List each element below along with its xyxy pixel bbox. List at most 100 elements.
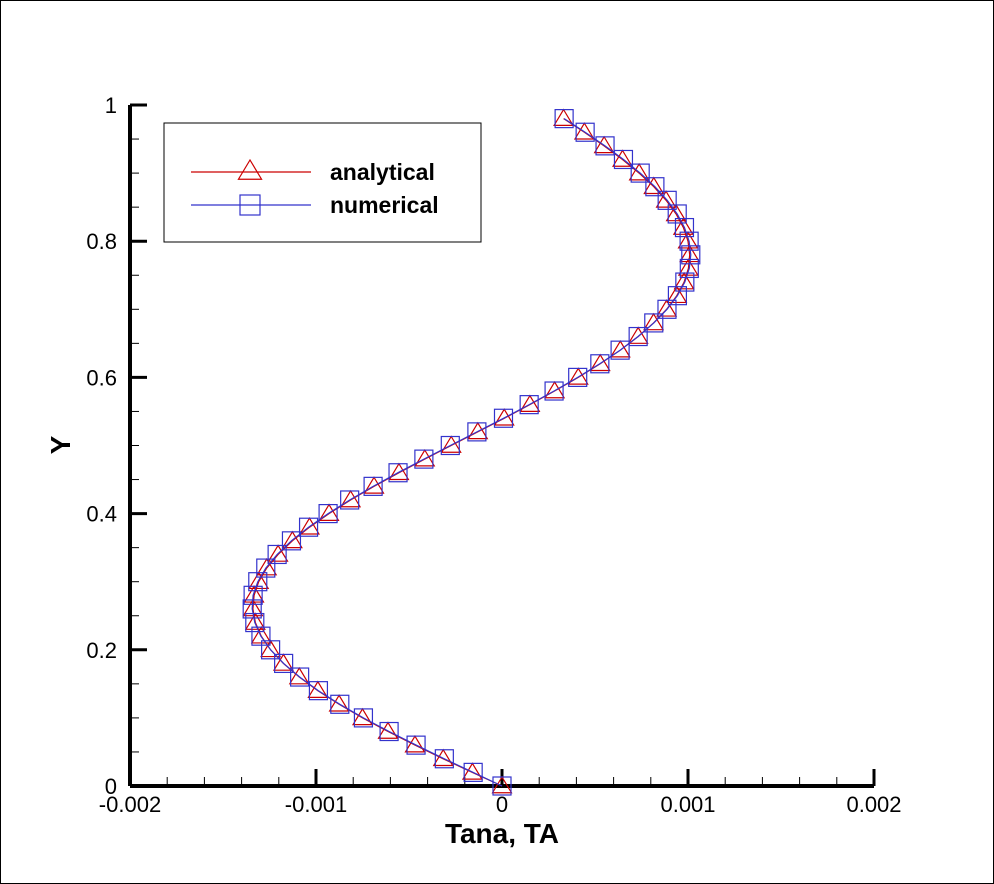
data-point-analytical — [643, 176, 665, 195]
data-point-numerical — [308, 681, 329, 701]
data-point-numerical — [330, 694, 350, 714]
data-point-analytical — [267, 544, 289, 562]
data-point-analytical — [573, 122, 595, 140]
data-point-numerical — [681, 245, 701, 265]
data-point-numerical — [353, 708, 374, 728]
data-point-numerical — [628, 326, 648, 347]
data-point-numerical — [610, 340, 630, 360]
data-point-analytical — [467, 421, 489, 440]
data-point-numerical — [645, 177, 665, 197]
y-tick-label: 0.6 — [86, 365, 117, 390]
data-point-analytical — [328, 694, 350, 712]
data-point-analytical — [677, 258, 699, 276]
data-point-numerical — [590, 354, 610, 374]
data-point-analytical — [440, 435, 462, 453]
data-point-numerical — [679, 231, 699, 251]
series-numerical — [242, 109, 701, 796]
data-point-analytical — [612, 149, 634, 167]
data-point-numerical — [379, 721, 399, 742]
data-point-numerical — [554, 109, 574, 129]
data-point-analytical — [627, 326, 649, 344]
data-point-numerical — [388, 463, 408, 483]
y-tick-label: 0.2 — [86, 638, 117, 663]
legend-marker-numerical — [239, 194, 261, 216]
data-point-analytical — [665, 203, 687, 222]
data-point-numerical — [267, 544, 287, 565]
data-point-numerical — [242, 599, 262, 619]
data-point-analytical — [281, 530, 303, 549]
data-point-numerical — [298, 517, 319, 537]
data-point-numerical — [243, 585, 263, 605]
data-point-numerical — [414, 449, 434, 469]
x-tick-label: -0.001 — [285, 792, 347, 817]
x-tick-label: 0 — [496, 792, 508, 817]
data-point-numerical — [274, 653, 294, 674]
data-point-numerical — [248, 572, 268, 592]
data-point-analytical — [673, 271, 695, 290]
data-point-numerical — [406, 735, 426, 755]
data-point-analytical — [544, 380, 566, 399]
data-point-analytical — [351, 707, 374, 726]
data-point-numerical — [261, 640, 281, 660]
data-point-numerical — [544, 381, 564, 401]
data-point-analytical — [491, 775, 513, 794]
data-point-analytical — [318, 503, 340, 521]
data-point-numerical — [318, 504, 338, 524]
data-point-analytical — [404, 734, 426, 753]
data-point-numerical — [667, 204, 687, 224]
data-point-numerical — [679, 258, 699, 279]
data-point-analytical — [609, 339, 631, 358]
data-point-analytical — [593, 135, 615, 154]
data-point-numerical — [434, 749, 454, 769]
data-point-analytical — [655, 190, 677, 208]
y-tick-label: 0 — [105, 774, 117, 799]
x-tick-label: -0.002 — [99, 792, 161, 817]
data-point-analytical — [260, 639, 282, 658]
data-point-numerical — [467, 422, 487, 442]
data-point-analytical — [567, 367, 589, 385]
data-point-numerical — [657, 299, 677, 319]
data-point-numerical — [281, 531, 302, 551]
series-layer — [242, 108, 701, 796]
data-point-analytical — [643, 312, 665, 331]
data-point-numerical — [595, 136, 615, 156]
data-point-analytical — [248, 571, 270, 590]
data-point-numerical — [575, 122, 595, 142]
data-point-numerical — [674, 217, 695, 238]
data-point-analytical — [388, 462, 410, 481]
data-point-numerical — [630, 163, 650, 183]
data-point-numerical — [290, 667, 310, 687]
data-point-analytical — [656, 299, 678, 317]
data-point-numerical — [493, 408, 514, 428]
data-point-numerical — [440, 435, 460, 456]
data-point-analytical — [340, 489, 362, 508]
data-point-analytical — [461, 762, 483, 780]
data-point-analytical — [363, 476, 385, 494]
y-tick-label: 0.4 — [86, 502, 117, 527]
data-point-analytical — [553, 108, 575, 126]
data-point-numerical — [251, 626, 271, 646]
data-point-numerical — [519, 395, 539, 415]
legend-label-numerical: numerical — [330, 192, 439, 218]
legend-marker-analytical — [237, 158, 263, 180]
data-point-analytical — [677, 231, 699, 249]
data-point-analytical — [414, 448, 436, 467]
data-point-numerical — [256, 558, 276, 578]
data-point-analytical — [666, 285, 688, 304]
data-point-analytical — [519, 394, 541, 412]
data-point-numerical — [340, 490, 360, 510]
data-point-analytical — [628, 162, 650, 181]
data-point-analytical — [493, 408, 515, 426]
data-point-numerical — [644, 313, 664, 333]
data-point-analytical — [288, 666, 310, 685]
data-point-analytical — [307, 680, 329, 699]
data-point-analytical — [377, 721, 399, 739]
data-point-analytical — [672, 217, 694, 235]
x-tick-label: 0.002 — [846, 792, 901, 817]
x-axis-title: Tana, TA — [445, 818, 559, 849]
data-point-numerical — [675, 272, 695, 292]
data-point-analytical — [589, 353, 611, 372]
x-tick-label: 0.001 — [660, 792, 715, 817]
data-point-analytical — [272, 653, 294, 671]
